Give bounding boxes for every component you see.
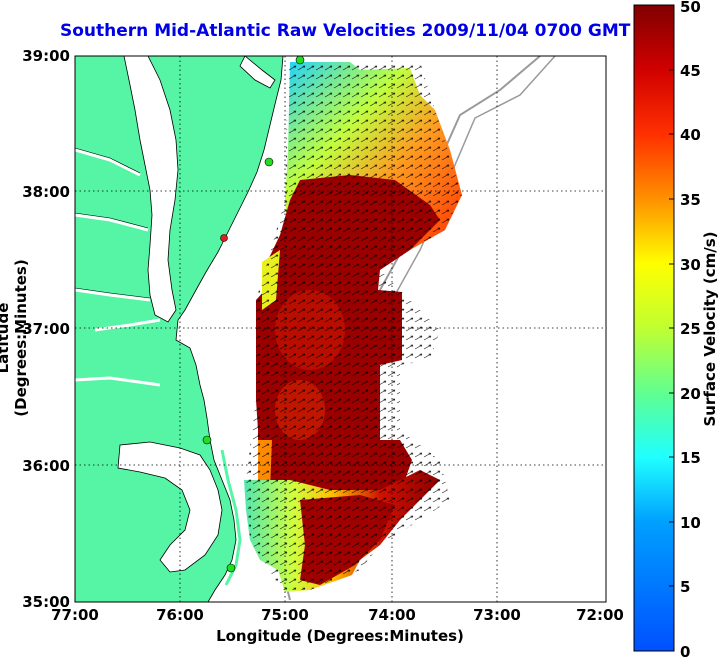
colorbar-tick-label: 40 bbox=[680, 126, 701, 144]
station-marker bbox=[226, 563, 236, 573]
y-tick-label: 36:00 bbox=[22, 457, 70, 475]
colorbar-label: Surface Velocity (cm/s) bbox=[701, 231, 719, 427]
delaware-bay bbox=[239, 56, 276, 89]
x-axis-label: Longitude (Degrees:Minutes) bbox=[216, 627, 464, 645]
x-tick-label: 77:00 bbox=[51, 606, 99, 624]
pamlico-sound bbox=[117, 441, 223, 573]
plot-frame bbox=[74, 55, 607, 603]
colorbar-ticks bbox=[669, 69, 674, 587]
river-banks bbox=[75, 147, 151, 299]
rivers bbox=[75, 148, 161, 387]
colorbar-tick-label: 35 bbox=[680, 191, 701, 209]
colorbar bbox=[633, 4, 675, 652]
colorbar-tick-label: 45 bbox=[680, 62, 701, 80]
y-tick-label: 35:00 bbox=[22, 593, 70, 611]
chesapeake-bay bbox=[123, 56, 179, 323]
station-marker bbox=[295, 56, 305, 65]
x-tick-label: 76:00 bbox=[156, 606, 204, 624]
colorbar-tick-label: 10 bbox=[680, 514, 701, 532]
station-marker-red bbox=[220, 234, 228, 242]
colorbar-tick-label: 15 bbox=[680, 449, 701, 467]
station-marker bbox=[202, 435, 212, 445]
colorbar-tick-label: 5 bbox=[680, 578, 690, 596]
y-tick-label: 37:00 bbox=[22, 320, 70, 338]
colorbar-tick-label: 30 bbox=[680, 256, 701, 274]
x-tick-label: 74:00 bbox=[368, 606, 416, 624]
x-tick-label: 75:00 bbox=[261, 606, 309, 624]
colorbar-tick-label: 0 bbox=[680, 643, 690, 659]
map-title: Southern Mid-Atlantic Raw Velocities 200… bbox=[60, 21, 631, 41]
colorbar-tick-label: 50 bbox=[680, 0, 701, 16]
x-tick-label: 72:00 bbox=[576, 606, 624, 624]
velocity-vectors bbox=[246, 62, 462, 590]
x-tick-label: 73:00 bbox=[473, 606, 521, 624]
grid bbox=[75, 56, 606, 602]
colorbar-tick-label: 20 bbox=[680, 385, 701, 403]
colorbar-tick-label: 25 bbox=[680, 320, 701, 338]
y-axis-label: Latitude (Degrees:Minutes) bbox=[0, 259, 30, 417]
y-tick-label: 38:00 bbox=[22, 183, 70, 201]
y-tick-label: 39:00 bbox=[22, 47, 70, 65]
station-marker bbox=[264, 157, 274, 167]
